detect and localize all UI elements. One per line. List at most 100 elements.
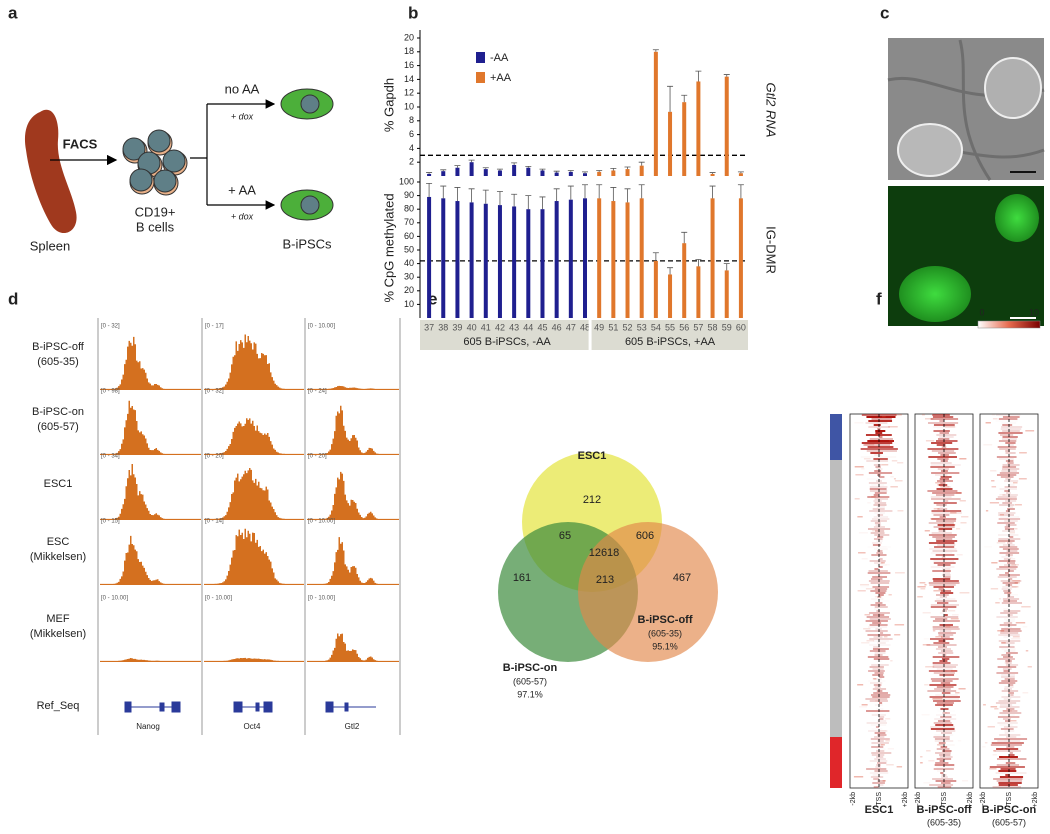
bar: [738, 173, 743, 176]
heatmap-cell: [933, 590, 944, 592]
heatmap-cell: [891, 460, 898, 462]
row-label: (605-57): [37, 421, 79, 433]
heatmap-cell: [956, 528, 961, 530]
heatmap-cell: [872, 696, 890, 698]
heatmap-cell: [944, 712, 948, 714]
heatmap-cell: [874, 470, 882, 472]
heatmap-cell: [870, 452, 883, 454]
heatmap-cell: [932, 628, 960, 630]
coverage-track: [100, 464, 201, 520]
heatmap-cell: [875, 530, 885, 532]
heatmap-cell: [1010, 644, 1014, 646]
heatmap-cell: [931, 442, 953, 444]
colorbar-label: 0: [979, 307, 984, 317]
heatmap-cell: [940, 590, 952, 592]
heatmap-cell: [984, 742, 988, 744]
heatmap-cell: [939, 596, 948, 598]
set-label: B-iPSC-on: [503, 662, 558, 674]
heatmap-cell: [932, 620, 960, 622]
heatmap-cell: [936, 488, 953, 490]
heatmap-cell: [1012, 580, 1021, 582]
heatmap-cell: [991, 414, 996, 416]
region-count: 65: [559, 530, 571, 542]
heatmap-cell: [937, 524, 955, 526]
heatmap-cell: [1005, 572, 1010, 574]
heatmap-cell: [956, 554, 963, 556]
heatmap-cell: [1002, 530, 1015, 532]
bar: [668, 274, 673, 318]
heatmap-cell: [937, 602, 949, 604]
heatmap-cell: [1006, 708, 1015, 710]
heatmap-cell: [994, 750, 1021, 752]
heatmap-cell: [857, 516, 863, 518]
heatmap-cell: [936, 748, 950, 750]
legend-swatch: [476, 72, 485, 83]
heatmap-cell: [1022, 692, 1029, 694]
heatmap-cell: [873, 646, 880, 648]
heatmap-cell: [959, 592, 970, 594]
heatmap-cell: [999, 458, 1014, 460]
heatmap-cell: [869, 624, 888, 626]
heatmap-cell: [937, 508, 948, 510]
heatmap-cell: [1005, 774, 1010, 776]
heatmap-cell: [866, 640, 875, 642]
y-tick-label: 12: [404, 88, 414, 98]
heatmap-cell: [983, 444, 993, 446]
heatmap-cell: [1009, 484, 1014, 486]
x-tick-label: 54: [651, 322, 661, 332]
bar-chart: % Gapdh % CpG methylated Gtl2 RNA IG-DMR…: [381, 30, 779, 350]
heatmap-cell: [930, 678, 959, 680]
x-tick-label: 51: [608, 322, 618, 332]
heatmap-cell: [920, 762, 923, 764]
range-label: [0 - 20]: [205, 454, 224, 460]
heatmap-cell: [868, 626, 888, 628]
heatmap-cell: [938, 640, 946, 642]
heatmap-cell: [940, 476, 952, 478]
heatmap-cell: [881, 562, 885, 564]
row-label: (Mikkelsen): [30, 628, 86, 640]
heatmap-cell: [934, 600, 957, 602]
cluster-bar: [830, 460, 842, 737]
heatmap-cell: [869, 682, 883, 684]
error-bar: [525, 165, 532, 168]
heatmap-cell: [879, 730, 887, 732]
heatmap-cell: [929, 584, 956, 586]
heatmap-cell: [940, 782, 951, 784]
heatmap-cell: [996, 414, 1021, 416]
heatmap-cell: [866, 450, 897, 452]
heatmap-cell: [1002, 430, 1020, 432]
heatmap-cell: [1005, 604, 1010, 606]
heatmap-cell: [1007, 506, 1014, 508]
heatmap-cell: [924, 584, 927, 586]
heatmap-cell: [895, 414, 902, 416]
x-tick-label: 43: [509, 322, 519, 332]
x-tick-label: 47: [566, 322, 576, 332]
heatmap-cell: [999, 756, 1018, 758]
heatmap-cell: [993, 778, 1023, 780]
heatmap-cell: [992, 786, 1021, 788]
heatmap-cell: [999, 706, 1020, 708]
heatmap-cell: [861, 468, 865, 470]
heatmap-cell: [987, 726, 995, 728]
heatmap-cell: [888, 426, 898, 428]
coverage-track: [307, 385, 399, 390]
heatmap-cell: [860, 584, 870, 586]
heatmap-cell: [868, 670, 885, 672]
bar: [568, 199, 573, 318]
heatmap-cell: [935, 554, 955, 556]
heatmap-cell: [889, 442, 897, 444]
error-bar: [652, 49, 659, 52]
heatmap-cell: [939, 436, 954, 438]
heatmap-cell: [1001, 422, 1016, 424]
bar: [625, 169, 630, 176]
heatmap-cell: [888, 594, 892, 596]
heatmap-cell: [1005, 478, 1012, 480]
heatmap-cell: [1026, 744, 1030, 746]
bar: [738, 198, 743, 318]
heatmap-cell: [885, 740, 890, 742]
heatmap-cell: [877, 536, 884, 538]
heatmap-cell: [893, 478, 896, 480]
bar: [625, 202, 630, 318]
row-label: MEF: [46, 613, 70, 625]
heatmap-cell: [932, 578, 951, 580]
